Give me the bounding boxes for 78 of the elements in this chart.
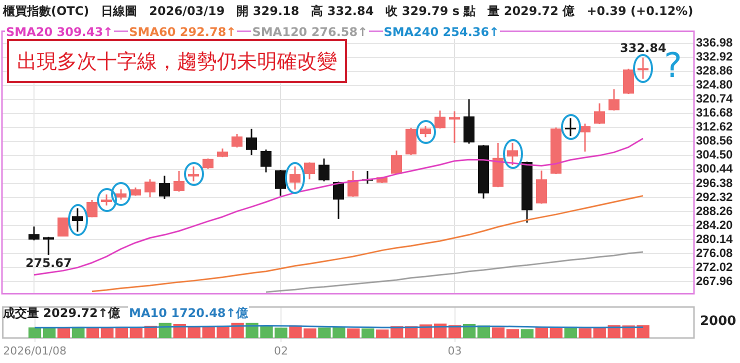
y-tick-label: 304.50 [696, 148, 734, 162]
candlestick [304, 162, 315, 180]
candlestick [275, 169, 286, 197]
annotation: 275.67 [26, 256, 72, 270]
series-label: MA10 1720.48↑億 [128, 305, 249, 322]
y-tick-label: 320.74 [696, 92, 734, 106]
bar [362, 328, 374, 338]
candlestick [260, 148, 272, 174]
candlestick [391, 150, 402, 175]
bar [42, 328, 56, 338]
text: SMA60 292.78↑ [128, 25, 238, 39]
text: SMA20 309.43↑ [5, 25, 114, 39]
candlestick [638, 56, 648, 80]
y-tick-label: 316.68 [696, 106, 734, 120]
x-tick-label: 02 [274, 344, 288, 358]
bar [550, 327, 562, 338]
y-tick-label: 267.96 [696, 274, 734, 288]
bar [130, 328, 142, 338]
candlestick [72, 207, 83, 232]
y-tick-label: 296.38 [696, 176, 734, 190]
legend-label: SMA240 254.36↑ [382, 25, 500, 39]
y-tick-label: 288.26 [696, 204, 734, 218]
candlestick [188, 166, 199, 182]
bar [347, 328, 360, 338]
candlestick [202, 158, 214, 170]
candlestick [565, 117, 576, 137]
candlestick [58, 216, 68, 238]
candlestick [174, 170, 184, 192]
bar [376, 330, 389, 338]
bar [535, 326, 548, 338]
text: 2000 [700, 314, 736, 329]
candlestick [318, 158, 330, 182]
candlestick [101, 194, 112, 206]
y-tick-label: 308.56 [696, 134, 734, 148]
bar [593, 327, 606, 338]
bar [492, 327, 505, 338]
candlestick [594, 102, 605, 125]
candlestick [507, 142, 518, 166]
candlestick [580, 122, 590, 152]
chart-title: 櫃買指數(OTC) 日線圖 2026/03/19 開 329.18 高 332.84 收 329.79 s 點 量 2029.72 億 +0.39 (+0.12%) [3, 3, 694, 20]
y-tick-label: 312.62 [696, 120, 734, 134]
candlestick [420, 125, 431, 138]
bar [578, 328, 592, 338]
x-tick-label: 2026/01/08 [3, 344, 66, 358]
x-tick-label: 03 [448, 344, 462, 358]
candlestick [43, 236, 54, 256]
y-tick-label: 328.86 [696, 64, 734, 78]
y-tick-label: 280.14 [696, 232, 734, 246]
y-tick-label: 276.08 [696, 246, 734, 260]
candlestick [449, 110, 460, 144]
candlestick [246, 128, 257, 156]
candlestick [348, 170, 358, 198]
candlestick [434, 110, 446, 130]
bar [100, 328, 114, 338]
candlestick [232, 133, 242, 148]
candlestick [608, 88, 620, 112]
y-tick-label: 292.32 [696, 190, 734, 204]
y-tick-label: 336.98 [696, 36, 734, 50]
candlestick [144, 178, 156, 198]
candlestick [159, 175, 170, 200]
candlestick [290, 166, 300, 190]
annotation: 332.84 [620, 40, 666, 55]
text: SMA120 276.58↑ [251, 25, 369, 39]
bar [520, 329, 534, 338]
y-tick-label: 324.80 [696, 78, 734, 92]
annotation: 出現多次十字線，趨勢仍未明確改變 [7, 39, 347, 83]
candlestick [28, 226, 40, 242]
y-tick-label: 284.20 [696, 218, 734, 232]
bar [506, 329, 520, 338]
y-tick-label: 300.44 [696, 162, 734, 176]
bar [28, 327, 42, 338]
candlestick [86, 199, 98, 218]
candlestick [333, 180, 344, 220]
text: 成交量 2029.72↑億 [3, 305, 120, 322]
y-tick-label: 272.02 [696, 260, 734, 274]
bar [188, 326, 200, 338]
y-tick-label: 332.92 [696, 50, 734, 64]
bar [86, 328, 100, 338]
